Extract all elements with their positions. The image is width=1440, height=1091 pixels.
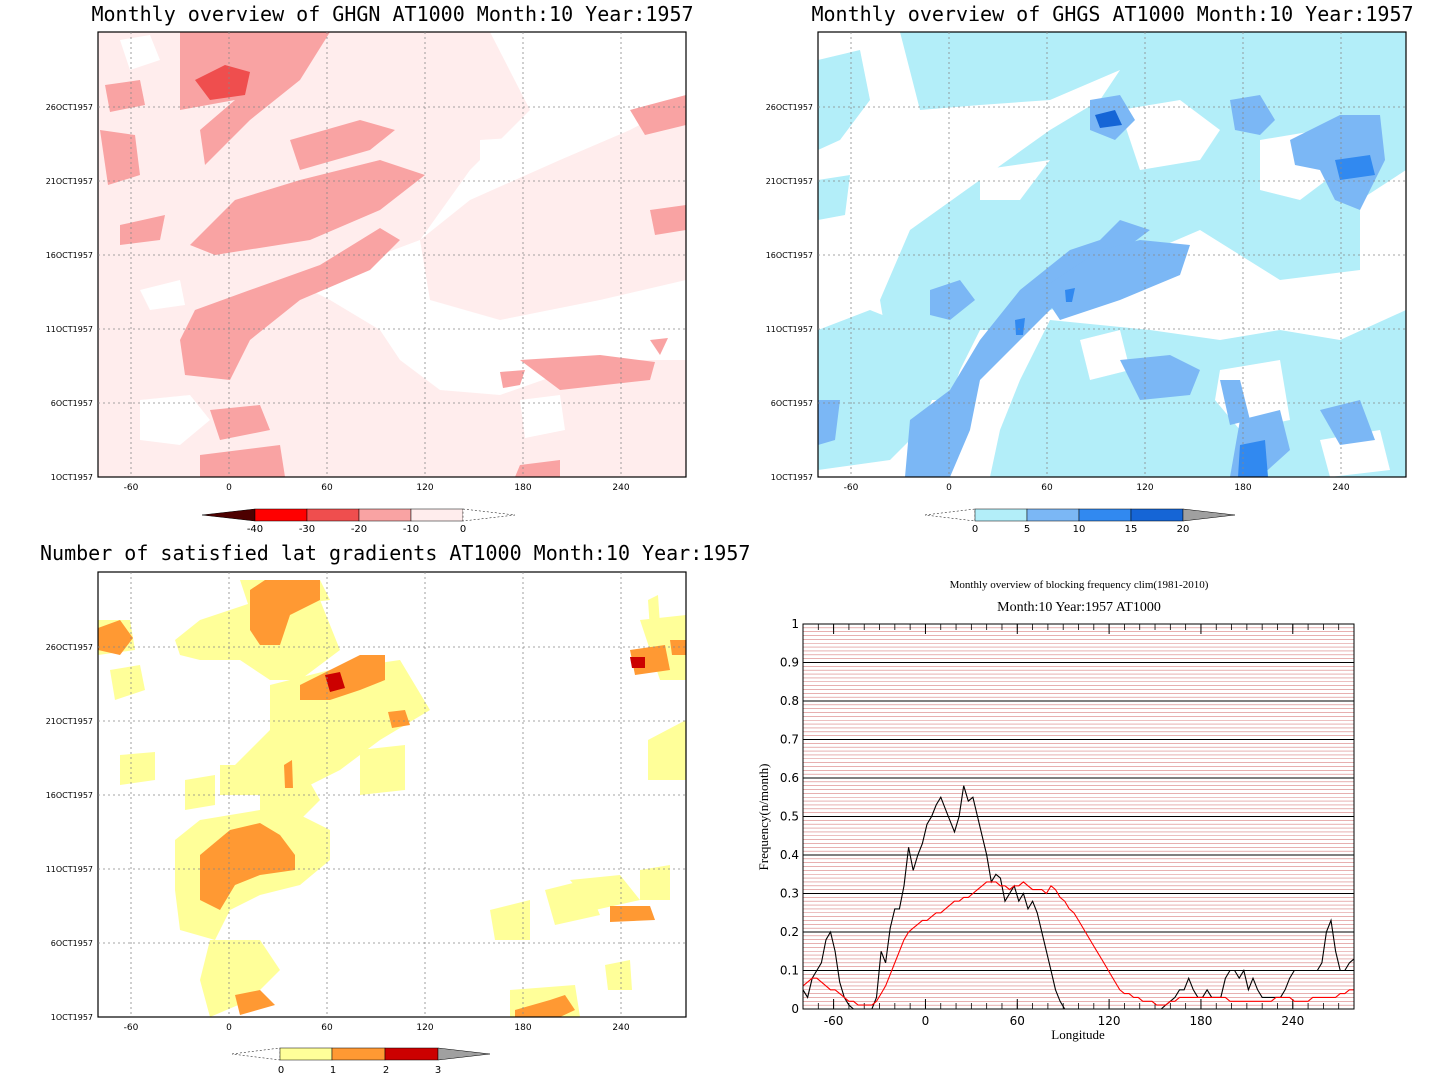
colorbar-label: 15 — [1125, 524, 1138, 535]
y-tick-label: 11OCT1957 — [46, 325, 93, 334]
x-tick-label: 60 — [321, 483, 333, 493]
x-tick-label: -60 — [824, 1014, 844, 1028]
colorbar-label: 3 — [435, 1065, 441, 1076]
colorbar-label: 0 — [278, 1065, 284, 1076]
plot-frame — [802, 623, 1355, 1010]
climatology-line — [802, 881, 1354, 1006]
y-tick-label: 26OCT1957 — [46, 643, 93, 652]
frequency-chart: Monthly overview of blocking frequency c… — [756, 579, 1355, 1042]
y-tick-label: 6OCT1957 — [51, 399, 93, 408]
lat-map: -60 0 60 120 180 240 1OCT1957 6OCT1957 1… — [46, 571, 687, 1076]
colorbar-label: 5 — [1024, 524, 1030, 535]
y-tick-label: 1 — [791, 617, 799, 631]
x-tick-label: 180 — [514, 1023, 531, 1033]
y-tick-label: 16OCT1957 — [766, 251, 813, 260]
ghgn-colorbar: -40 -30 -20 -10 0 — [201, 508, 516, 535]
ghgs-map: -60 0 60 120 180 240 1OCT1957 6OCT1957 1… — [766, 31, 1407, 535]
x-tick-label: 60 — [1041, 483, 1053, 493]
y-tick-label: 6OCT1957 — [771, 399, 813, 408]
y-tick-label: 16OCT1957 — [46, 251, 93, 260]
lat-colorbar: 0 1 2 3 — [231, 1047, 491, 1076]
x-tick-label: 0 — [226, 483, 232, 493]
colorbar-label: -40 — [247, 524, 263, 535]
x-axis-label: Longitude — [1051, 1027, 1105, 1042]
colorbar-label: 20 — [1177, 524, 1190, 535]
x-tick-label: 180 — [1189, 1014, 1212, 1028]
colorbar-label: 1 — [330, 1065, 336, 1076]
x-tick-label: 0 — [226, 1023, 232, 1033]
colorbar-label: 2 — [383, 1065, 389, 1076]
y-tick-label: 1OCT1957 — [771, 473, 813, 482]
x-tick-label: 0 — [946, 483, 952, 493]
y-axis-label: Frequency(n/month) — [756, 764, 771, 871]
x-tick-label: -60 — [124, 1023, 139, 1033]
y-tick-label: 0.5 — [780, 810, 799, 824]
x-tick-label: 120 — [1136, 483, 1153, 493]
x-tick-label: 180 — [1234, 483, 1251, 493]
y-tick-label: 21OCT1957 — [766, 177, 813, 186]
ghgn-title: Monthly overview of GHGN AT1000 Month:10… — [91, 2, 694, 26]
y-tick-label: 0.6 — [780, 771, 799, 785]
y-tick-label: 0.4 — [780, 848, 799, 862]
x-tick-label: 240 — [612, 483, 629, 493]
y-tick-label: 0.9 — [780, 656, 799, 670]
colorbar-label: -10 — [403, 524, 419, 535]
y-tick-label: 0 — [791, 1002, 799, 1016]
y-tick-label: 26OCT1957 — [46, 103, 93, 112]
y-tick-label: 11OCT1957 — [766, 325, 813, 334]
y-tick-label: 0.1 — [780, 964, 799, 978]
colorbar-label: -30 — [299, 524, 315, 535]
y-tick-label: 1OCT1957 — [51, 1013, 93, 1022]
colorbar-label: 0 — [972, 524, 978, 535]
freq-subtitle: Month:10 Year:1957 AT1000 — [997, 600, 1161, 615]
y-tick-label: 21OCT1957 — [46, 717, 93, 726]
y-tick-label: 0.3 — [780, 887, 799, 901]
lat-title: Number of satisfied lat gradients AT1000… — [40, 541, 751, 565]
ghgn-map: -60 0 60 120 180 240 1OCT1957 6OCT1957 1… — [46, 31, 687, 535]
x-tick-label: 240 — [612, 1023, 629, 1033]
x-tick-label: 120 — [416, 1023, 433, 1033]
y-tick-label: 0.7 — [780, 733, 799, 747]
freq-title: Monthly overview of blocking frequency c… — [950, 579, 1209, 591]
y-tick-label: 16OCT1957 — [46, 791, 93, 800]
y-tick-label: 26OCT1957 — [766, 103, 813, 112]
y-tick-label: 1OCT1957 — [51, 473, 93, 482]
x-tick-label: 120 — [416, 483, 433, 493]
colorbar-label: 10 — [1073, 524, 1086, 535]
x-tick-label: -60 — [124, 483, 139, 493]
x-tick-label: 180 — [514, 483, 531, 493]
x-tick-label: 120 — [1098, 1014, 1121, 1028]
colorbar-label: 0 — [460, 524, 466, 535]
ghgs-title: Monthly overview of GHGS AT1000 Month:10… — [811, 2, 1414, 26]
y-tick-label: 21OCT1957 — [46, 177, 93, 186]
ghgs-colorbar: 0 5 10 15 20 — [924, 508, 1236, 535]
x-tick-label: 240 — [1332, 483, 1349, 493]
x-tick-label: -60 — [844, 483, 859, 493]
x-tick-label: 60 — [1010, 1014, 1025, 1028]
x-tick-label: 240 — [1281, 1014, 1304, 1028]
y-tick-label: 0.8 — [780, 694, 799, 708]
x-tick-label: 60 — [321, 1023, 333, 1033]
colorbar-label: -20 — [351, 524, 367, 535]
y-tick-label: 0.2 — [780, 925, 799, 939]
y-tick-label: 6OCT1957 — [51, 939, 93, 948]
x-tick-label: 0 — [922, 1014, 930, 1028]
y-tick-label: 11OCT1957 — [46, 865, 93, 874]
